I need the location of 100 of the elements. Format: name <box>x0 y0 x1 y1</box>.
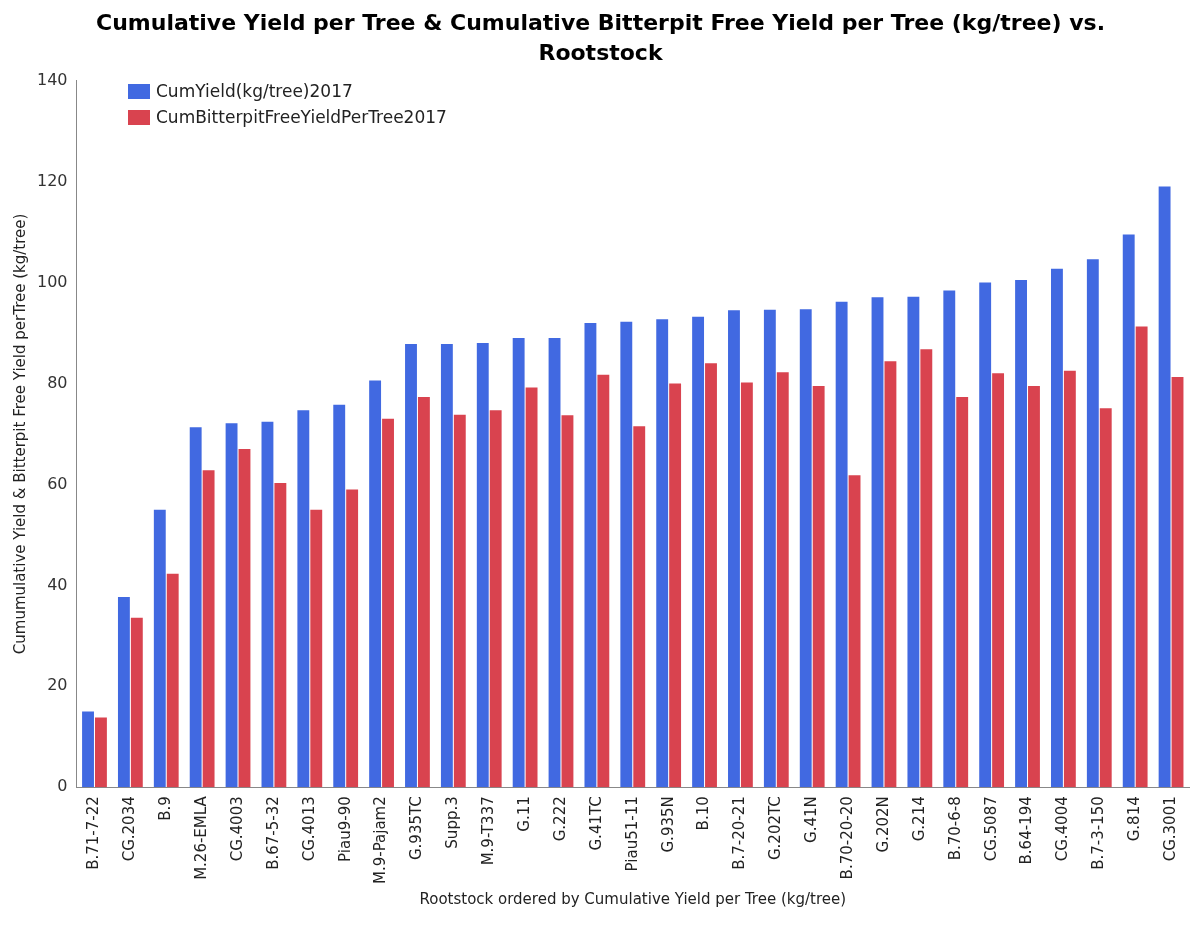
x-tick-label: B.9 <box>156 796 175 821</box>
x-tick-label: B.71-7-22 <box>84 796 103 870</box>
x-tick-label: B.10 <box>694 796 713 831</box>
bar <box>525 387 538 788</box>
x-tick-label: G.814 <box>1125 796 1144 842</box>
bar <box>405 344 417 788</box>
x-tick-label: B.70-6-8 <box>945 796 964 861</box>
bar <box>992 373 1005 788</box>
x-tick-label: CG.2034 <box>120 796 139 862</box>
x-tick-label: B.67-5-32 <box>263 796 282 870</box>
y-tick-label: 0 <box>57 776 68 796</box>
bar <box>274 482 287 788</box>
bar <box>417 397 430 788</box>
bar <box>1051 268 1063 788</box>
bar <box>561 415 574 788</box>
bar <box>740 382 753 788</box>
bar <box>82 711 94 788</box>
bar <box>202 470 215 788</box>
bar <box>848 475 861 788</box>
bar <box>1171 376 1184 788</box>
x-tick-label: CG.4013 <box>299 796 318 862</box>
x-tick-label: G.214 <box>909 796 928 842</box>
legend-label: CumBitterpitFreeYieldPerTree2017 <box>156 106 447 129</box>
x-tick-label: G.41TC <box>586 796 605 851</box>
bar <box>799 309 812 788</box>
x-tick-label: G.935N <box>658 796 677 853</box>
bar <box>512 338 525 788</box>
bar <box>1135 326 1148 788</box>
x-tick-label: Piau51-11 <box>622 796 641 872</box>
bar <box>453 414 466 788</box>
y-tick-label: 120 <box>36 170 68 190</box>
y-tick-label: 20 <box>47 675 68 695</box>
legend-label: CumYield(kg/tree)2017 <box>156 80 353 103</box>
bar <box>1099 408 1112 788</box>
x-tick-label: B.7-3-150 <box>1089 796 1108 870</box>
x-tick-label: CG.3001 <box>1160 796 1179 862</box>
bar <box>166 573 179 788</box>
bar <box>884 361 897 788</box>
bar <box>728 310 740 788</box>
bar <box>705 363 717 788</box>
bar <box>620 321 633 788</box>
bar <box>920 349 933 788</box>
x-tick-label: M.26-EMLA <box>192 795 211 880</box>
bar <box>1158 186 1171 788</box>
bar <box>297 410 310 788</box>
bar <box>225 423 238 788</box>
bar <box>871 297 884 788</box>
x-tick-label: G.41N <box>802 796 821 843</box>
bar <box>189 427 202 788</box>
y-tick-label: 80 <box>47 372 68 392</box>
x-tick-label: M.9-Pajam2 <box>371 796 390 885</box>
bar <box>95 717 107 788</box>
x-tick-label: CG.4003 <box>227 796 246 862</box>
bar <box>692 316 705 788</box>
bar <box>835 301 848 788</box>
x-tick-label: Supp.3 <box>443 796 462 849</box>
bar <box>261 421 274 788</box>
bar <box>776 372 789 788</box>
bar <box>597 374 610 788</box>
x-axis-title: Rootstock ordered by Cumulative Yield per Tree (kg/tree) <box>419 889 847 908</box>
y-tick-label: 100 <box>36 271 68 291</box>
x-tick-label: B.70-20-20 <box>837 796 856 880</box>
bar <box>382 418 394 788</box>
bar <box>476 343 489 788</box>
x-tick-label: CG.5087 <box>981 796 1000 862</box>
bar <box>1028 385 1040 788</box>
bar <box>1015 279 1027 788</box>
bar <box>1063 370 1076 788</box>
x-tick-label: G.202TC <box>766 796 785 861</box>
y-tick-label: 140 <box>36 69 68 89</box>
bar <box>346 489 359 788</box>
bar <box>117 596 130 788</box>
x-tick-label: B.7-20-21 <box>730 796 749 870</box>
bar <box>812 385 825 788</box>
bar <box>763 309 776 788</box>
x-tick-label: G.11 <box>515 796 533 832</box>
chart-title: Cumulative Yield per Tree & Cumulative Bitterpit Free Yield per Tree (kg/tree) vs. Rootstock <box>95 9 1106 67</box>
bar <box>584 322 597 788</box>
bar <box>656 319 669 788</box>
bar <box>369 380 382 788</box>
y-tick-label: 60 <box>47 473 68 493</box>
y-axis-title: Cumumulative Yield & Bitterpit Free Yield perTree (kg/tree) <box>10 213 29 655</box>
x-tick-label: G.222 <box>550 796 569 842</box>
bar <box>1086 259 1099 788</box>
bar <box>310 509 323 788</box>
bar <box>333 404 346 788</box>
bar <box>979 282 992 788</box>
bar <box>238 449 251 788</box>
bar <box>548 338 561 788</box>
bar <box>956 397 969 788</box>
bar <box>130 617 143 788</box>
bar <box>633 426 646 788</box>
x-tick-label: G.935TC <box>407 796 426 861</box>
bar <box>440 344 453 788</box>
x-tick-label: B.64-194 <box>1017 796 1036 865</box>
x-tick-label: CG.4004 <box>1053 796 1072 862</box>
bar <box>669 383 682 788</box>
bar <box>1122 234 1135 788</box>
y-tick-label: 40 <box>47 574 68 594</box>
x-tick-label: M.9-T337 <box>479 796 498 866</box>
